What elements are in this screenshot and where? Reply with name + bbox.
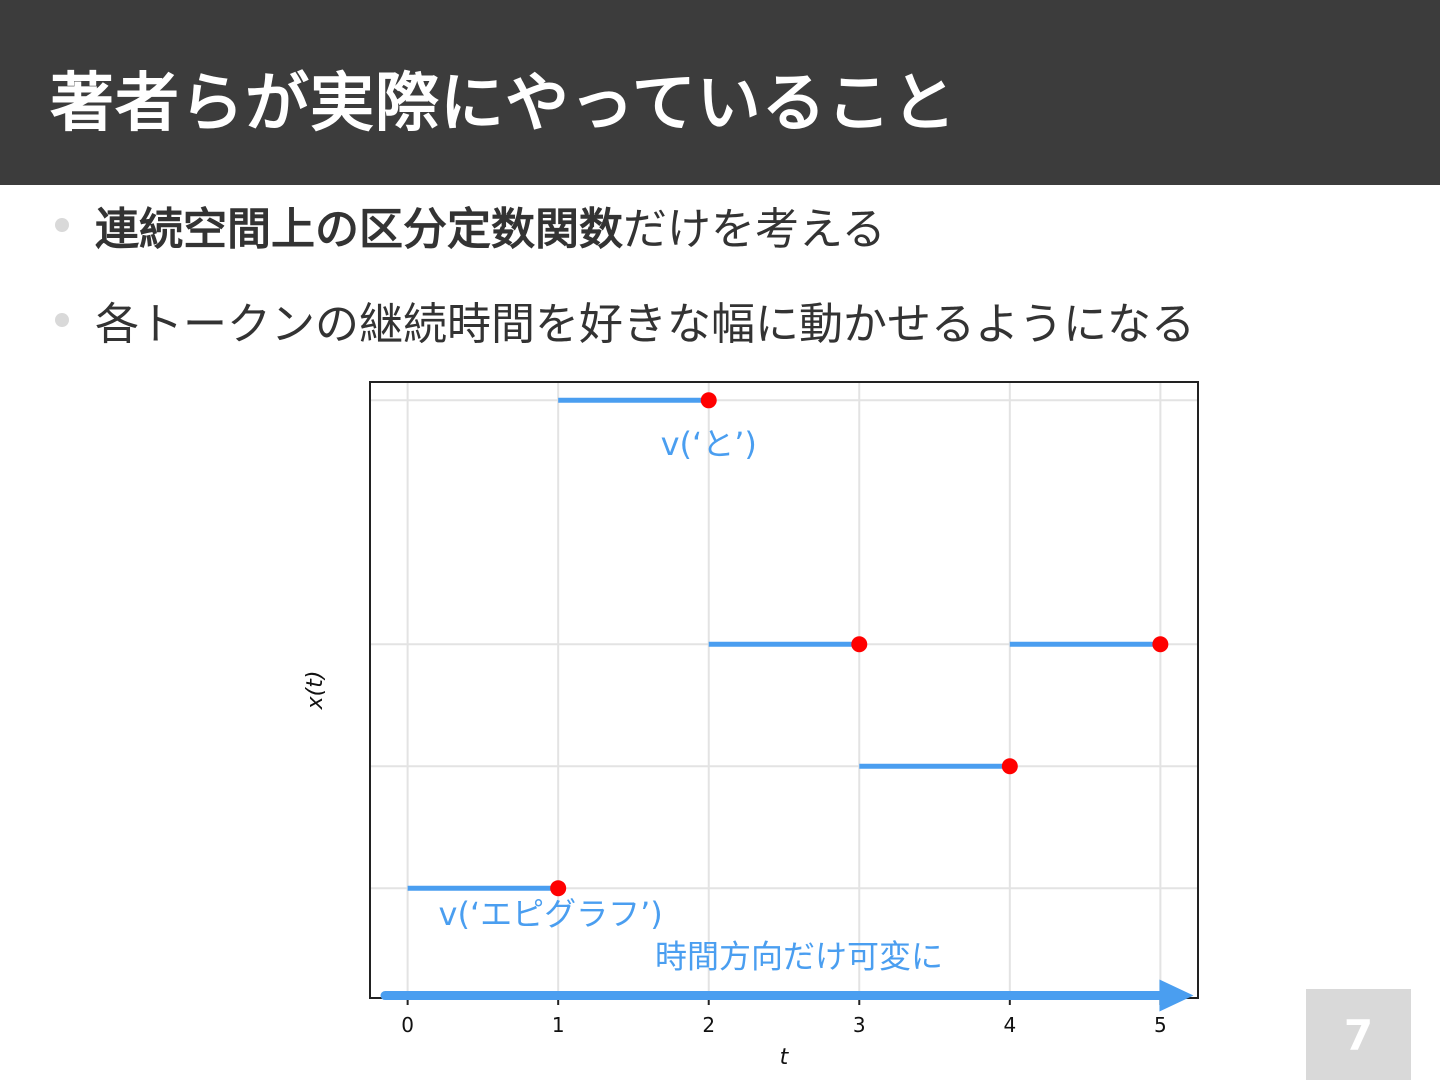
title-bar: 著者らが実際にやっていること xyxy=(0,0,1440,185)
page-number-box: 7 xyxy=(1306,989,1411,1080)
annotations: v(‘と’) v(‘エピグラフ’) 時間方向だけ可変に xyxy=(439,425,944,975)
bullet-item: 連続空間上の区分定数関数だけを考える xyxy=(55,200,1195,295)
slide-title: 著者らが実際にやっていること xyxy=(50,67,957,141)
x-tick-label: 4 xyxy=(1003,1013,1016,1037)
bullet-dot-icon xyxy=(55,218,69,232)
time-arrow xyxy=(380,979,1194,1012)
segment-endpoint xyxy=(1001,758,1018,775)
segment-endpoint xyxy=(550,880,567,897)
x-tick-label: 3 xyxy=(853,1013,866,1037)
x-ticks: 0 1 2 3 4 5 xyxy=(401,998,1167,1037)
bullet-dot-icon xyxy=(55,313,69,327)
annotation-label: v(‘エピグラフ’) xyxy=(439,895,663,933)
annotation-label: 時間方向だけ可変に xyxy=(655,938,943,976)
bullet-item: 各トークンの継続時間を好きな幅に動かせるようになる xyxy=(55,295,1195,390)
time-arrow-head-icon xyxy=(1159,979,1194,1012)
bullet-list: 連続空間上の区分定数関数だけを考える 各トークンの継続時間を好きな幅に動かせるよ… xyxy=(55,200,1195,390)
x-tick-label: 1 xyxy=(552,1013,565,1037)
bullet-text: だけを考える xyxy=(623,204,886,255)
y-axis-label: x(t) xyxy=(303,671,328,711)
segments xyxy=(407,397,1161,891)
bullet-text: 各トークンの継続時間を好きな幅に動かせるようになる xyxy=(95,299,1195,350)
segment-endpoint xyxy=(1152,636,1169,653)
page-number: 7 xyxy=(1343,1011,1374,1060)
bullet-bold-text: 連続空間上の区分定数関数 xyxy=(95,204,623,255)
x-tick-label: 5 xyxy=(1154,1013,1167,1037)
x-axis-label: t xyxy=(780,1045,790,1070)
segment-endpoint xyxy=(851,636,868,653)
segment-endpoint xyxy=(700,392,717,409)
annotation-label: v(‘と’) xyxy=(661,425,757,463)
x-tick-label: 2 xyxy=(702,1013,715,1037)
x-tick-label: 0 xyxy=(401,1013,414,1037)
endpoints xyxy=(550,392,1169,897)
